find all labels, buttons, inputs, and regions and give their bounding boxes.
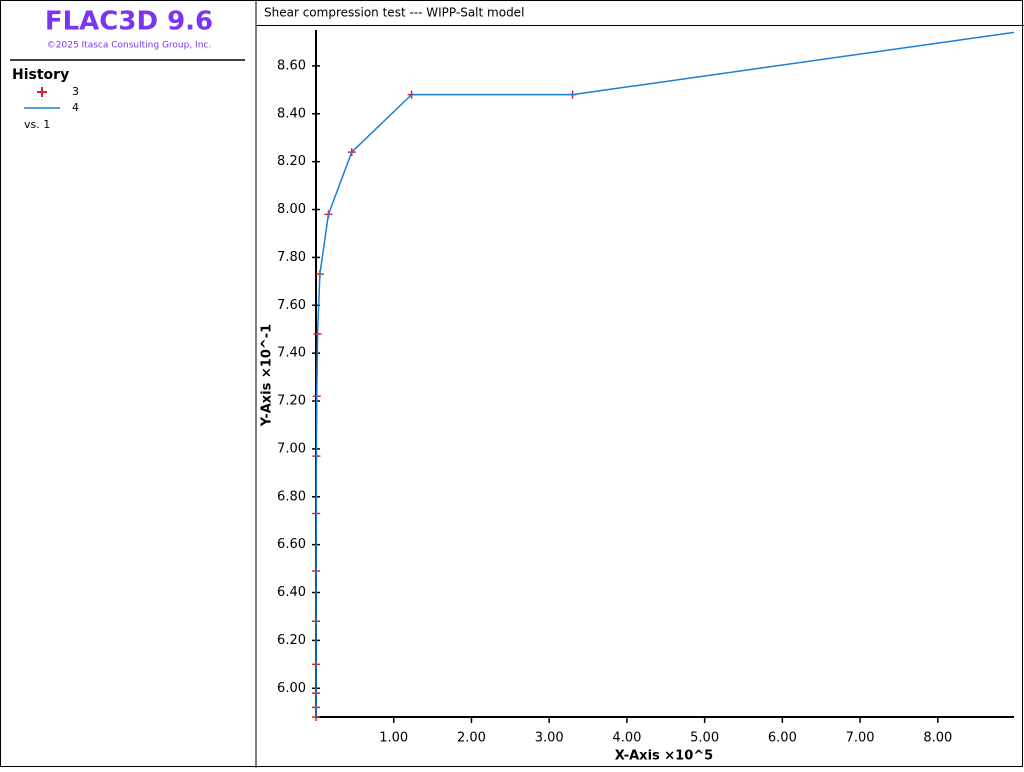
y-tick-label: 8.40 xyxy=(277,106,306,121)
x-tick-label: 1.00 xyxy=(379,731,408,746)
y-tick-label: 6.00 xyxy=(277,681,306,696)
y-tick-label: 7.60 xyxy=(277,298,306,313)
history-heading: History xyxy=(12,67,69,83)
data-line xyxy=(315,31,1015,717)
y-tick-label: 7.40 xyxy=(277,346,306,361)
y-tick-label: 6.20 xyxy=(277,633,306,648)
x-tick-label: 7.00 xyxy=(846,731,875,746)
x-tick-label: 5.00 xyxy=(690,731,719,746)
x-tick-label: 3.00 xyxy=(535,731,564,746)
y-tick-label: 8.00 xyxy=(277,202,306,217)
y-tick-label: 7.80 xyxy=(277,250,306,265)
y-tick-label: 6.80 xyxy=(277,489,306,504)
copyright: ©2025 Itasca Consulting Group, Inc. xyxy=(47,41,211,51)
x-tick-label: 6.00 xyxy=(768,731,797,746)
legend-label: 3 xyxy=(72,85,79,98)
app-title: FLAC3D 9.6 xyxy=(45,7,213,37)
x-tick-label: 8.00 xyxy=(923,731,952,746)
legend-label: 4 xyxy=(72,101,79,114)
y-tick-label: 8.60 xyxy=(277,58,306,73)
y-tick-label: 7.00 xyxy=(277,441,306,456)
chart-title: Shear compression test --- WIPP-Salt mod… xyxy=(264,6,524,20)
x-tick-label: 4.00 xyxy=(612,731,641,746)
y-tick-label: 8.20 xyxy=(277,154,306,169)
vs-label: vs. 1 xyxy=(24,118,50,131)
y-tick-label: 6.60 xyxy=(277,537,306,552)
x-axis-label: X-Axis ×10^5 xyxy=(615,749,713,764)
x-tick-label: 2.00 xyxy=(457,731,486,746)
y-tick-label: 6.40 xyxy=(277,585,306,600)
legend-marker xyxy=(37,87,47,97)
y-axis-label: Y-Axis ×10^-1 xyxy=(260,324,275,427)
y-tick-label: 7.20 xyxy=(277,394,306,409)
